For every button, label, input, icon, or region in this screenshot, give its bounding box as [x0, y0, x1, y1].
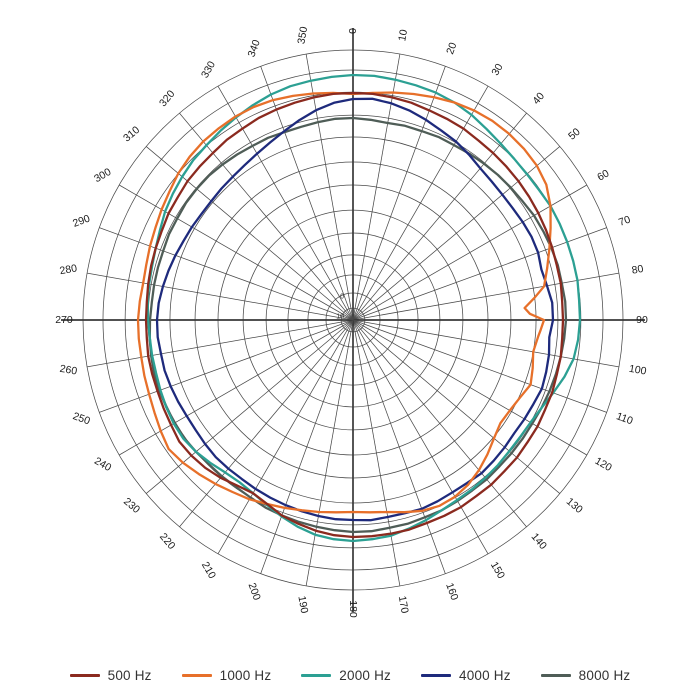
angle-spoke	[118, 184, 354, 321]
angle-label: 130	[564, 496, 585, 517]
series-curve-4000hz	[155, 97, 555, 522]
angle-spoke	[145, 319, 354, 494]
legend-item: 8000 Hz	[540, 668, 631, 683]
legend-item: 1000 Hz	[181, 668, 272, 683]
angle-label: 110	[615, 410, 635, 427]
angle-label: 230	[121, 496, 142, 517]
angle-label: 40	[530, 90, 547, 107]
legend-label: 1000 Hz	[219, 668, 272, 683]
angle-spoke	[260, 319, 354, 574]
legend-item: 4000 Hz	[420, 668, 511, 683]
legend-item: 2000 Hz	[301, 668, 391, 683]
angle-label: 170	[396, 595, 411, 614]
angle-spoke	[352, 184, 588, 321]
series-curve-8000hz	[148, 116, 568, 534]
angle-spoke	[87, 319, 354, 368]
angle-spoke	[352, 319, 527, 528]
angle-label: 250	[71, 410, 92, 427]
angle-label: 340	[246, 38, 263, 59]
legend-label: 500 Hz	[107, 668, 152, 683]
angle-spoke	[217, 85, 354, 321]
angle-spoke	[352, 319, 401, 586]
legend-item: 500 Hz	[69, 668, 152, 683]
angle-spoke	[145, 146, 354, 321]
angle-label: 80	[631, 263, 645, 277]
angle-label: 10	[396, 28, 410, 42]
angle-spoke	[99, 319, 354, 413]
polar-chart: 0 102030405060708090100110120130140150160…	[55, 26, 648, 618]
angle-label: 310	[121, 124, 142, 145]
angle-label: 0	[347, 28, 359, 34]
angle-label: 300	[92, 166, 113, 185]
series-curve-2000hz	[146, 73, 582, 543]
angle-label: 190	[295, 595, 310, 614]
series-curve-1000hz	[136, 91, 552, 514]
angle-label: 90	[636, 314, 648, 326]
angle-spoke	[179, 112, 354, 321]
legend-label: 2000 Hz	[339, 668, 391, 683]
legend-swatch	[69, 673, 100, 678]
angle-spoke	[99, 227, 354, 321]
angle-spoke	[352, 112, 527, 321]
angle-spoke	[352, 66, 446, 321]
angle-label: 140	[529, 531, 550, 552]
angle-spoke	[352, 319, 561, 494]
legend-swatch	[181, 673, 212, 678]
angle-spoke	[352, 227, 607, 321]
angle-spoke	[352, 319, 607, 413]
angle-label: 60	[595, 167, 611, 183]
angle-label: 270	[55, 314, 73, 326]
angle-label: 160	[443, 581, 460, 602]
angle-spoke	[352, 319, 588, 456]
angle-spoke	[305, 319, 354, 586]
angle-label: 50	[566, 126, 583, 143]
angle-label: 30	[489, 62, 505, 78]
angle-spoke	[118, 319, 354, 456]
angle-label: 100	[628, 363, 647, 378]
angle-label: 120	[593, 455, 614, 474]
angle-label: 290	[71, 212, 92, 229]
angle-label: 150	[488, 560, 507, 581]
legend-label: 4000 Hz	[458, 668, 511, 683]
radial-scale-label: 10	[336, 314, 344, 321]
angle-label: 220	[157, 531, 178, 552]
angle-label: 240	[92, 455, 113, 474]
angle-spoke	[87, 272, 354, 321]
angle-label: 180	[347, 600, 359, 618]
legend-swatch	[420, 673, 451, 678]
angle-label: 350	[295, 26, 310, 45]
legend: 500 Hz 1000 Hz 2000 Hz 4000 Hz 8000 Hz	[0, 668, 700, 683]
angle-spoke	[352, 146, 561, 321]
angle-label: 330	[199, 59, 218, 80]
legend-swatch	[540, 673, 571, 678]
legend-label: 8000 Hz	[578, 668, 631, 683]
angle-label: 210	[199, 560, 218, 581]
angle-label: 70	[617, 213, 632, 228]
angle-label: 20	[444, 41, 459, 56]
legend-swatch	[301, 673, 332, 678]
angle-label: 320	[157, 88, 178, 109]
angle-label: 200	[246, 581, 263, 602]
angle-label: 280	[59, 262, 78, 277]
angle-spoke	[179, 319, 354, 528]
angle-spoke	[217, 319, 354, 555]
angle-spoke	[352, 319, 446, 574]
angle-spoke	[352, 272, 619, 321]
angle-label: 260	[59, 363, 78, 378]
angle-spoke	[352, 85, 489, 321]
radial-scale-label: 0	[340, 294, 344, 301]
series-curve-500hz	[144, 91, 565, 539]
angle-spoke	[352, 319, 489, 555]
